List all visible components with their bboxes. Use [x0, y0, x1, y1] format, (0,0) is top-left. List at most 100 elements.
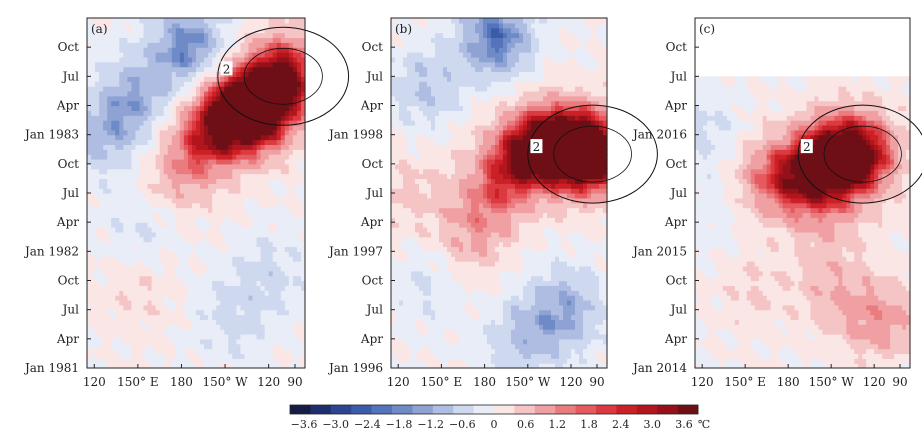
heatmap-cell: [131, 47, 137, 53]
heatmap-cell: [583, 353, 588, 359]
heatmap-cell: [200, 115, 205, 121]
heatmap-cell: [503, 324, 508, 330]
heatmap-cell: [191, 124, 197, 131]
heatmap-cell: [459, 333, 464, 340]
heatmap-cell: [499, 314, 504, 320]
heatmap-cell: [204, 183, 209, 189]
heatmap-cell: [603, 329, 608, 335]
heatmap-cell: [115, 343, 120, 350]
y-tick-label: Jan 1982: [23, 244, 79, 258]
heatmap-cell: [435, 314, 440, 320]
heatmap-cell: [268, 18, 274, 24]
heatmap-cell: [216, 285, 221, 291]
heatmap-cell: [539, 309, 544, 316]
heatmap-cell: [196, 353, 201, 359]
heatmap-cell: [228, 105, 233, 111]
heatmap-cell: [443, 329, 448, 335]
heatmap-cell: [391, 343, 396, 350]
heatmap-cell: [280, 202, 286, 209]
heatmap-cell: [447, 280, 452, 286]
heatmap-cell: [463, 280, 468, 286]
heatmap-cell: [256, 363, 262, 369]
heatmap-cell: [411, 275, 416, 282]
heatmap-cell: [175, 168, 181, 175]
heatmap-cell: [300, 52, 306, 58]
heatmap-cell: [167, 173, 173, 180]
heatmap-cell: [127, 280, 133, 286]
heatmap-cell: [196, 324, 201, 330]
heatmap-cell: [151, 231, 157, 238]
heatmap-cell: [216, 212, 221, 218]
heatmap-cell: [503, 299, 508, 306]
heatmap-cell: [391, 285, 396, 291]
heatmap-cell: [579, 343, 584, 350]
heatmap-cell: [167, 163, 173, 170]
heatmap-cell: [244, 22, 250, 29]
heatmap-cell: [139, 275, 145, 282]
heatmap-cell: [395, 343, 400, 350]
heatmap-cell: [236, 183, 242, 189]
heatmap-cell: [296, 299, 302, 306]
heatmap-cell: [232, 290, 237, 296]
heatmap-cell: [599, 285, 604, 291]
heatmap-cell: [459, 285, 464, 291]
heatmap-cell: [300, 158, 306, 165]
heatmap-cell: [87, 353, 92, 359]
heatmap-cell: [131, 290, 137, 296]
heatmap-cell: [284, 18, 290, 24]
heatmap-cell: [240, 314, 246, 320]
heatmap-cell: [119, 37, 124, 43]
heatmap-cell: [111, 333, 116, 340]
heatmap-cell: [228, 343, 233, 350]
heatmap-cell: [196, 95, 201, 102]
heatmap-cell: [167, 71, 173, 77]
heatmap-cell: [252, 27, 258, 34]
heatmap-cell: [411, 333, 416, 340]
heatmap-cell: [292, 110, 298, 116]
heatmap-cell: [563, 338, 568, 345]
heatmap-cell: [543, 314, 548, 320]
heatmap-cell: [91, 71, 96, 77]
heatmap-cell: [463, 304, 468, 311]
heatmap-cell: [228, 149, 233, 155]
heatmap-cell: [252, 299, 258, 306]
heatmap-cell: [179, 261, 185, 267]
heatmap-cell: [115, 158, 120, 165]
heatmap-cell: [519, 363, 524, 369]
heatmap-cell: [599, 280, 604, 286]
heatmap-cell: [87, 329, 92, 335]
heatmap-cell: [171, 183, 177, 189]
heatmap-cell: [179, 47, 185, 53]
heatmap-cell: [99, 246, 104, 252]
heatmap-cell: [208, 314, 213, 320]
heatmap-cell: [212, 115, 217, 121]
heatmap-cell: [579, 324, 584, 330]
heatmap-cell: [99, 295, 104, 301]
heatmap-cell: [284, 144, 290, 150]
heatmap-cell: [483, 329, 488, 335]
heatmap-cell: [224, 86, 229, 92]
heatmap-cell: [123, 66, 128, 73]
heatmap-cell: [427, 348, 432, 355]
heatmap-cell: [487, 290, 492, 296]
heatmap-cell: [131, 173, 137, 180]
heatmap-cell: [151, 236, 157, 243]
heatmap-cell: [284, 207, 290, 214]
heatmap-cell: [99, 329, 104, 335]
heatmap-cell: [252, 217, 258, 223]
heatmap-cell: [240, 256, 246, 262]
heatmap-cell: [200, 241, 205, 248]
heatmap-cell: [191, 66, 197, 73]
heatmap-cell: [159, 168, 165, 175]
heatmap-cell: [288, 134, 294, 141]
heatmap-cell: [252, 275, 258, 282]
heatmap-cell: [183, 154, 189, 160]
heatmap-cell: [179, 56, 185, 63]
heatmap-cell: [95, 329, 100, 335]
heatmap-cell: [563, 285, 568, 291]
heatmap-cell: [159, 124, 165, 131]
heatmap-cell: [587, 314, 592, 320]
heatmap-cell: [204, 139, 209, 145]
heatmap-cell: [99, 275, 104, 282]
heatmap-cell: [236, 139, 242, 145]
